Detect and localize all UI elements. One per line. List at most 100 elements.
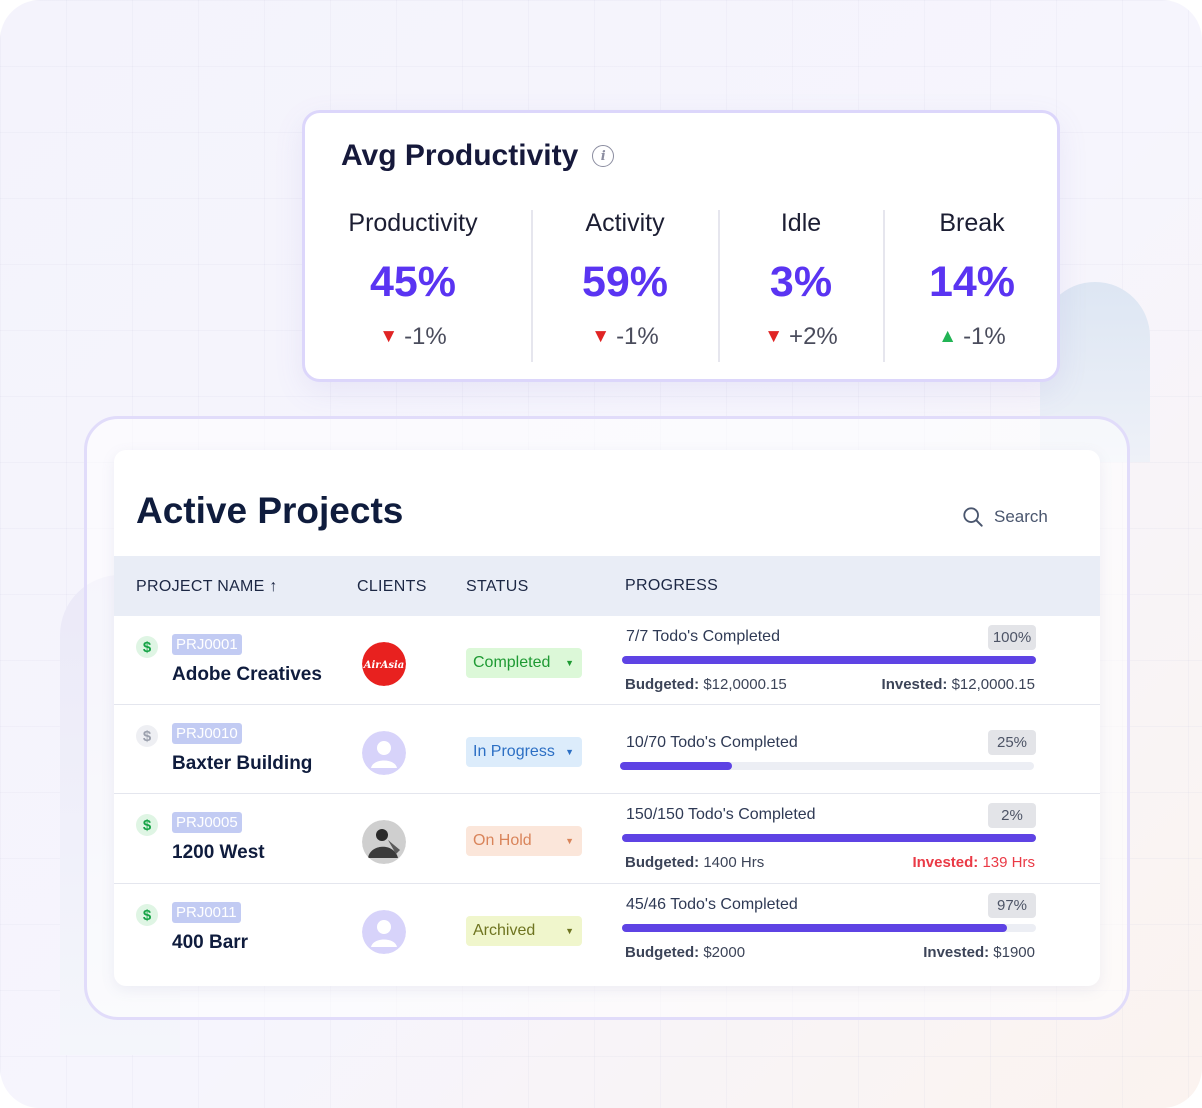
progress-bar-fill: [622, 656, 1036, 664]
project-id-badge: PRJ0010: [172, 723, 242, 744]
metric-idle: Idle 3% ▼ +2%: [749, 209, 853, 351]
divider: [531, 210, 533, 362]
metric-label: Idle: [780, 209, 822, 237]
project-name[interactable]: 400 Barr: [172, 932, 249, 953]
metric-delta: ▼ -1%: [341, 323, 485, 351]
table-row[interactable]: $ PRJ0011 400 Barr Archived ▼ 45/46 Todo…: [114, 884, 1100, 973]
table-row[interactable]: $ PRJ0001 Adobe Creatives AirAsia Comple…: [114, 616, 1100, 705]
search-label: Search: [994, 507, 1048, 526]
projects-title: Active Projects: [136, 490, 404, 531]
search-box[interactable]: Search: [962, 506, 1048, 528]
caret-down-icon: ▼: [565, 926, 574, 936]
divider: [883, 210, 885, 362]
progress-bar: [620, 762, 1034, 770]
active-projects-card: Active Projects Search PROJECT NAME ↑ CL…: [114, 450, 1100, 986]
person-photo-icon: [362, 820, 406, 864]
metric-productivity: Productivity 45% ▼ -1%: [341, 209, 485, 351]
client-photo-avatar[interactable]: [362, 820, 406, 864]
budget-value: $2000: [703, 944, 746, 961]
metric-value: 3%: [769, 258, 833, 306]
project-id-badge: PRJ0005: [172, 812, 242, 833]
invested-value: $12,0000.15: [951, 676, 1035, 693]
todo-count: 45/46 Todo's Completed: [626, 896, 798, 913]
progress-bar-fill: [620, 762, 732, 770]
progress-bar-fill: [622, 834, 1036, 842]
table-header: PROJECT NAME ↑ CLIENTS STATUS PROGRESS: [114, 556, 1100, 616]
status-dropdown[interactable]: On Hold ▼: [466, 826, 582, 856]
table-row[interactable]: $ PRJ0010 Baxter Building In Progress ▼ …: [114, 705, 1100, 794]
status-dropdown[interactable]: Completed ▼: [466, 648, 582, 678]
divider: [718, 210, 720, 362]
invested-value: $1900: [993, 944, 1035, 961]
user-avatar-icon: [362, 731, 406, 775]
info-icon[interactable]: i: [592, 145, 615, 167]
metric-label: Productivity: [348, 209, 478, 237]
metric-break: Break 14% ▲ -1%: [917, 209, 1027, 351]
table-row[interactable]: $ PRJ0005 1200 West On Hold ▼ 150/150 To…: [114, 794, 1100, 884]
metric-delta-value: -1%: [616, 323, 659, 350]
status-value: Completed: [473, 654, 551, 671]
metric-label: Activity: [585, 209, 665, 237]
column-header-project-name[interactable]: PROJECT NAME ↑: [136, 578, 278, 595]
invested-label: Invested:: [912, 854, 979, 871]
metric-activity: Activity 59% ▼ -1%: [567, 209, 683, 351]
budget-info: Budgeted: $2000: [625, 944, 745, 961]
budget-value: 1400 Hrs: [703, 854, 765, 871]
invested-info: Invested: $1900: [923, 944, 1035, 961]
invested-info: Invested: 139 Hrs: [912, 854, 1035, 871]
budget-value: $12,0000.15: [703, 676, 787, 693]
status-value: Archived: [473, 922, 536, 939]
metric-delta: ▼ +2%: [749, 323, 853, 351]
budget-label: Budgeted:: [625, 676, 700, 693]
progress-bar: [622, 656, 1036, 664]
billable-dollar-icon: $: [136, 636, 158, 658]
metric-delta-value: -1%: [963, 323, 1006, 350]
client-default-avatar[interactable]: [362, 731, 406, 775]
status-value: In Progress: [473, 743, 555, 760]
caret-down-icon: ▼: [565, 836, 574, 846]
column-header-clients[interactable]: CLIENTS: [357, 578, 427, 595]
status-dropdown[interactable]: Archived ▼: [466, 916, 582, 946]
metric-delta-value: -1%: [404, 323, 447, 350]
progress-bar: [622, 834, 1036, 842]
metric-delta-value: +2%: [789, 323, 838, 350]
invested-label: Invested:: [881, 676, 948, 693]
arrow-down-icon: ▼: [764, 326, 784, 347]
status-value: On Hold: [473, 832, 532, 849]
budget-label: Budgeted:: [625, 854, 700, 871]
progress-bar: [622, 924, 1036, 932]
progress-bar-fill: [622, 924, 1008, 932]
project-name[interactable]: Adobe Creatives: [172, 664, 322, 685]
project-name[interactable]: Baxter Building: [172, 753, 313, 774]
metric-value: 45%: [369, 258, 457, 306]
project-id-badge: PRJ0001: [172, 634, 242, 655]
invested-info: Invested: $12,0000.15: [882, 676, 1035, 693]
progress-percent-badge: 25%: [988, 730, 1036, 755]
progress-percent-badge: 100%: [988, 625, 1036, 650]
budget-info: Budgeted: $12,0000.15: [625, 676, 787, 693]
arrow-up-icon: ▲: [938, 326, 958, 347]
billable-dollar-icon: $: [136, 904, 158, 926]
caret-down-icon: ▼: [565, 747, 574, 757]
todo-count: 7/7 Todo's Completed: [626, 628, 780, 645]
card-title-text: Avg Productivity: [341, 139, 579, 172]
client-logo-text: AirAsia: [363, 660, 405, 671]
card-title: Avg Productivity i: [341, 139, 615, 173]
billable-dollar-icon: $: [136, 814, 158, 836]
client-airasia-logo[interactable]: AirAsia: [362, 642, 406, 686]
project-name[interactable]: 1200 West: [172, 842, 265, 863]
column-header-progress[interactable]: PROGRESS: [625, 577, 719, 594]
column-header-status[interactable]: STATUS: [466, 578, 529, 595]
client-default-avatar[interactable]: [362, 910, 406, 954]
todo-count: 150/150 Todo's Completed: [626, 806, 816, 823]
progress-percent-badge: 2%: [988, 803, 1036, 828]
status-dropdown[interactable]: In Progress ▼: [466, 737, 582, 767]
arrow-down-icon: ▼: [591, 326, 611, 347]
caret-down-icon: ▼: [565, 658, 574, 668]
todo-count: 10/70 Todo's Completed: [626, 734, 798, 751]
progress-percent-badge: 97%: [988, 893, 1036, 918]
avg-productivity-card: Avg Productivity i Productivity 45% ▼ -1%…: [302, 110, 1060, 382]
search-icon: [963, 507, 983, 527]
metric-delta: ▼ -1%: [567, 323, 683, 351]
